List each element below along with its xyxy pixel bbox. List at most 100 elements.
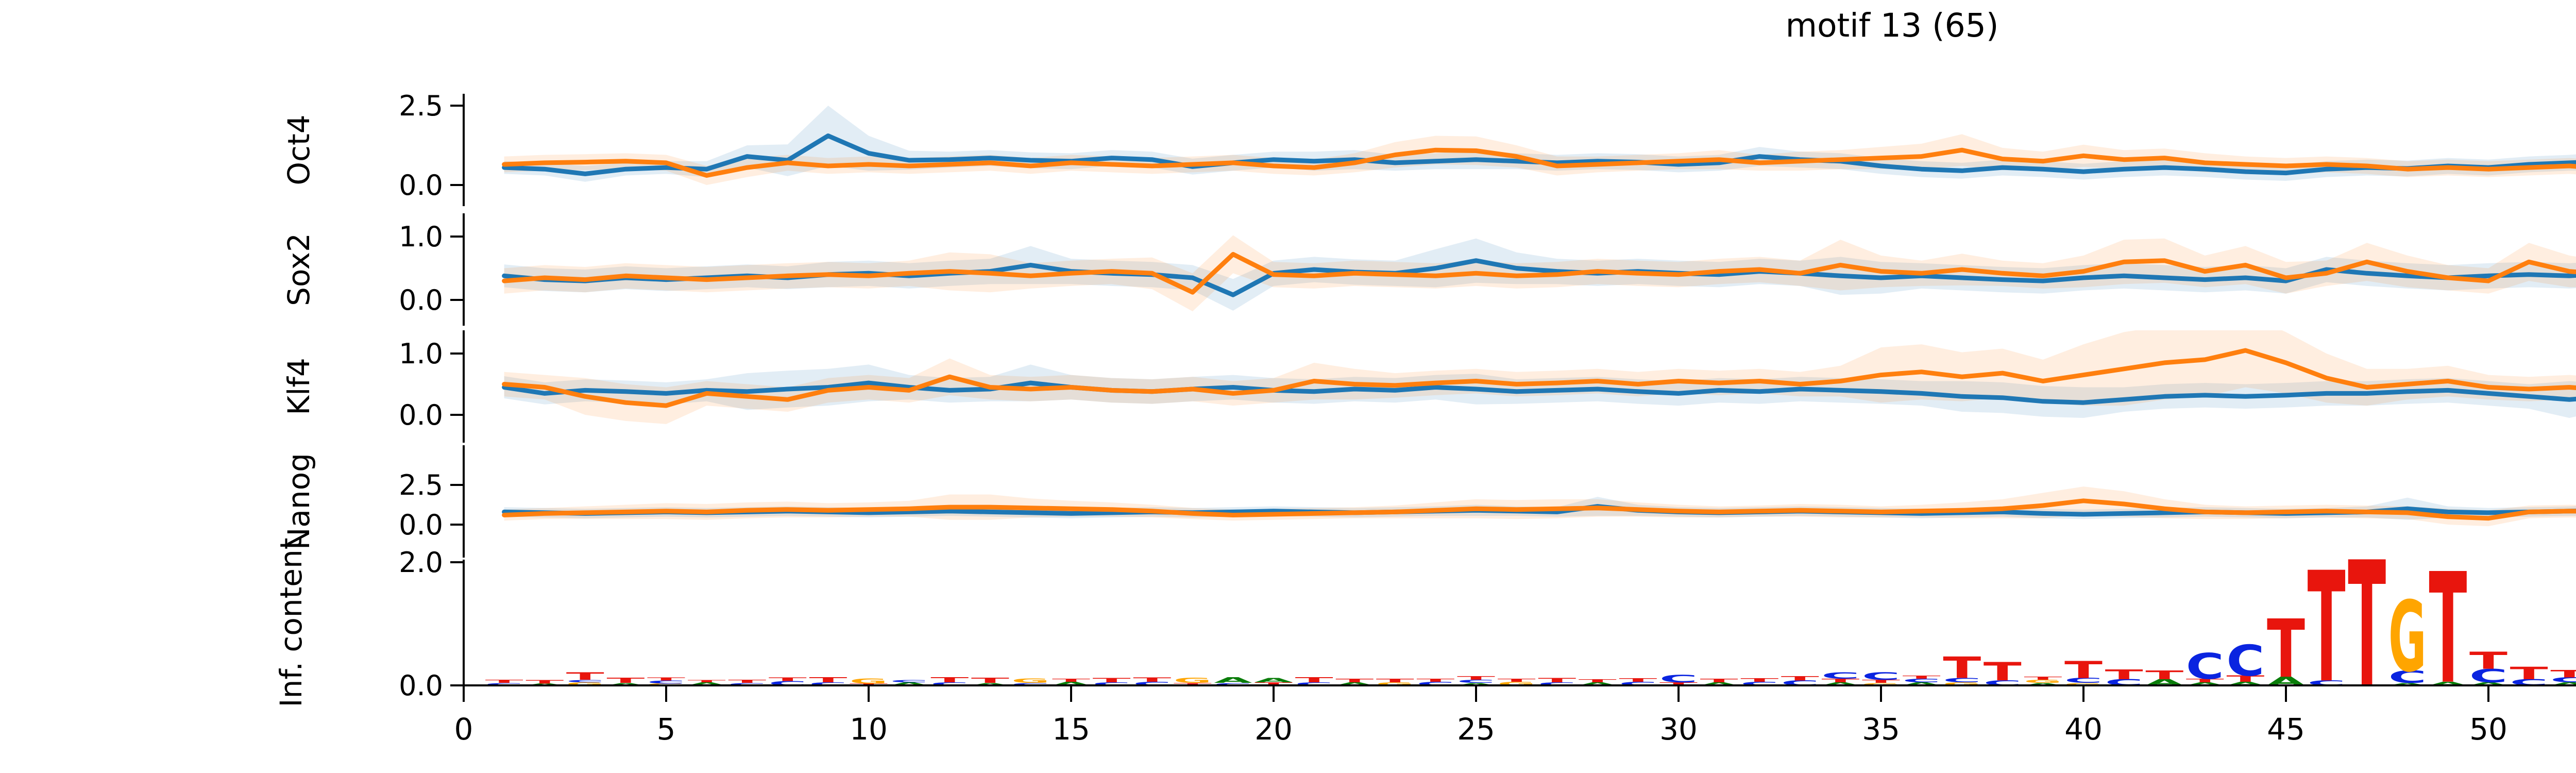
logo-letter-T-52: T <box>2550 668 2576 680</box>
logo-letter-C-37: C <box>1943 677 1981 683</box>
logo-letter-T-31: T <box>1700 678 1739 683</box>
logo-letter-C-21: C <box>1295 681 1333 686</box>
logo-letter-C-50: C <box>2469 665 2507 686</box>
logo-letter-A-52: A <box>2550 681 2576 686</box>
logo-letter-T-7: T <box>728 679 766 684</box>
line-orange-nanog <box>502 498 2576 521</box>
panel-logo: CTATGCTATGCTATCTCTCTTGACCTATCGATCTCTTGCA… <box>450 526 2576 727</box>
y-tick-label-logo: 0.0 <box>399 669 443 702</box>
logo-letter-T-9: T <box>809 676 848 684</box>
logo-letter-T-15: T <box>1052 678 1090 683</box>
logo-letter-A-48: A <box>2388 682 2427 686</box>
panel-klf4: Klf4 <box>281 330 2576 443</box>
logo-letter-T-32: T <box>1740 677 1779 683</box>
logo-letter-T-1: T <box>485 679 523 684</box>
logo-letter-A-20: A <box>1255 677 1293 683</box>
logo-letter-T-37: T <box>1943 651 1981 685</box>
logo-letter-G-18: G <box>1174 677 1212 684</box>
logo-letter-T-29: T <box>1619 677 1657 683</box>
logo-letter-C-12: C <box>930 681 969 686</box>
x-tick-label: 30 <box>1659 712 1698 747</box>
y-tick-label-nanog: 0.0 <box>399 509 443 541</box>
x-tick-label: 25 <box>1457 712 1495 747</box>
logo-letter-C-14: C <box>1011 682 1049 686</box>
logo-letter-A-22: A <box>1335 681 1374 686</box>
logo-letter-C-40: C <box>2064 677 2103 684</box>
logo-letter-C-9: C <box>809 681 847 686</box>
logo-letter-C-24: C <box>1416 681 1454 686</box>
axis-label-inf-content: Inf. content <box>274 538 309 708</box>
logo-letter-G-35: G <box>1862 682 1900 686</box>
y-tick-label-nanog: 2.5 <box>399 469 443 501</box>
logo-letter-C-30: C <box>1659 673 1698 685</box>
logo-letter-C-17: C <box>1133 681 1171 686</box>
line-blue-oct4 <box>502 133 2576 176</box>
logo-letter-T-36: T <box>1903 675 1941 680</box>
logo-letter-T-28: T <box>1579 678 1617 683</box>
logo-letter-C-3: C <box>566 679 604 683</box>
x-tick-label: 35 <box>1862 712 1900 747</box>
x-tick-label: 50 <box>2469 712 2507 747</box>
logo-letter-A-44: A <box>2226 681 2264 686</box>
logo-letter-T-50: T <box>2469 647 2507 675</box>
logo-letter-C-1: C <box>485 682 523 686</box>
logo-letter-T-34: T <box>1821 678 1860 683</box>
logo-letter-A-28: A <box>1579 681 1617 686</box>
logo-letter-C-35: C <box>1862 670 1900 682</box>
logo-letter-C-27: C <box>1538 681 1576 686</box>
logo-letter-T-22: T <box>1335 678 1374 683</box>
axis-label-oct4: Oct4 <box>281 114 316 185</box>
line-orange-sox2 <box>502 251 2576 295</box>
logo-letter-T-21: T <box>1295 676 1334 684</box>
band-orange-nanog <box>504 486 2576 527</box>
logo-letter-G-3: G <box>566 681 604 686</box>
panel-sox2: Sox2 <box>281 213 2576 326</box>
logo-letter-T-18: T <box>1174 682 1212 686</box>
logo-letter-G-10: G <box>850 677 888 685</box>
logo-letter-G-39: G <box>2024 679 2062 684</box>
logo-letter-A-43: A <box>2186 681 2224 686</box>
logo-letter-T-44: T <box>2226 674 2264 683</box>
logo-letter-A-19: A <box>1214 676 1252 685</box>
logo-letter-A-25: A <box>1457 682 1495 686</box>
logo-letter-G-14: G <box>1011 678 1049 684</box>
x-tick-label: 45 <box>2267 712 2305 747</box>
logo-letter-A-39: A <box>2024 682 2062 686</box>
logo-letter-G-23: G <box>1376 681 1414 686</box>
logo-letter-T-38: T <box>1984 657 2022 686</box>
logo-letter-T-25: T <box>1457 675 1496 681</box>
logo-letter-T-26: T <box>1498 678 1536 683</box>
line-blue-klf4 <box>502 380 2576 405</box>
logo-letter-T-45: T <box>2267 602 2305 696</box>
logo-letter-G-37: G <box>1943 681 1981 686</box>
logo-letter-T-6: T <box>688 679 726 683</box>
logo-letter-A-6: A <box>688 681 726 686</box>
logo-letter-C-7: C <box>728 682 766 686</box>
logo-letter-T-35: T <box>1862 679 1900 684</box>
x-tick-label: 40 <box>2064 712 2103 747</box>
x-tick-label: 5 <box>657 712 676 747</box>
y-tick-label-klf4: 0.0 <box>399 399 443 431</box>
logo-letter-T-30: T <box>1659 681 1698 686</box>
logo-letter-T-13: T <box>971 677 1010 684</box>
logo-letter-T-4: T <box>606 677 645 684</box>
x-tick-label: 0 <box>454 712 473 747</box>
logo-letter-T-40: T <box>2064 657 2103 684</box>
logo-letter-T-3: T <box>566 670 604 682</box>
x-tick-label: 20 <box>1255 712 1293 747</box>
logo-letter-T-42: T <box>2145 668 2184 682</box>
x-tick-label: 10 <box>850 712 888 747</box>
logo-letter-A-13: A <box>971 682 1009 686</box>
logo-letter-C-19: C <box>1214 682 1252 686</box>
logo-letter-T-2: T <box>526 679 564 684</box>
logo-letter-C-16: C <box>1093 681 1131 686</box>
logo-letter-T-47: T <box>2348 526 2386 727</box>
logo-letter-T-16: T <box>1093 677 1131 683</box>
logo-letter-T-23: T <box>1376 678 1415 683</box>
x-tick-label: 15 <box>1052 712 1090 747</box>
logo-letter-A-4: A <box>606 682 645 686</box>
axis-label-klf4: Klf4 <box>281 358 316 415</box>
logo-letter-C-25: C <box>1457 679 1495 684</box>
logo-letter-C-34: C <box>1821 671 1859 681</box>
